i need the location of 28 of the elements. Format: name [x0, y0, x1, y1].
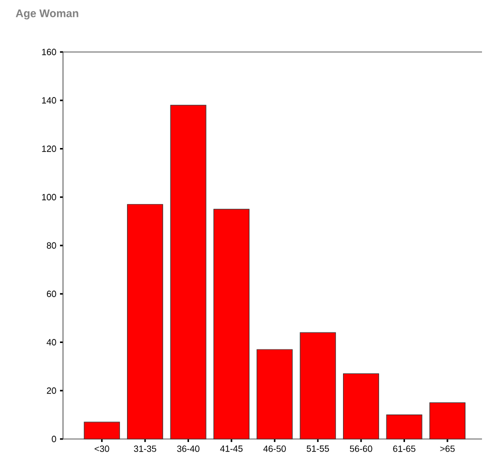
bar [256, 349, 293, 440]
x-tick-label: 31-35 [134, 446, 156, 452]
bar [84, 422, 120, 440]
y-tick-label: 40 [46, 339, 56, 346]
y-tick-label: 0 [52, 436, 56, 442]
bar [386, 414, 422, 440]
y-tick-label: 20 [46, 387, 56, 394]
bar [300, 332, 336, 440]
bar [170, 104, 206, 440]
x-tick-label: 46-50 [263, 446, 286, 452]
y-tick-label: 140 [42, 97, 56, 104]
y-tick-label: 100 [42, 194, 56, 200]
x-tick-label: 36-40 [177, 446, 200, 452]
y-tick-label: 120 [42, 146, 56, 152]
bar [343, 373, 380, 440]
x-tick-label: <30 [94, 446, 110, 452]
bar [127, 204, 164, 440]
x-tick-label: 51-55 [306, 446, 329, 452]
y-tick-label: 160 [42, 48, 56, 56]
x-tick-label: >65 [440, 446, 455, 452]
bar [213, 208, 250, 440]
x-tick-label: 41-45 [220, 446, 243, 452]
bar [429, 402, 466, 440]
y-tick-label: 60 [46, 290, 56, 298]
y-tick-label: 80 [46, 242, 56, 249]
x-tick-label: 61-65 [393, 446, 416, 452]
x-tick-label: 56-60 [350, 446, 372, 452]
chart-title: Age Woman [16, 10, 78, 20]
